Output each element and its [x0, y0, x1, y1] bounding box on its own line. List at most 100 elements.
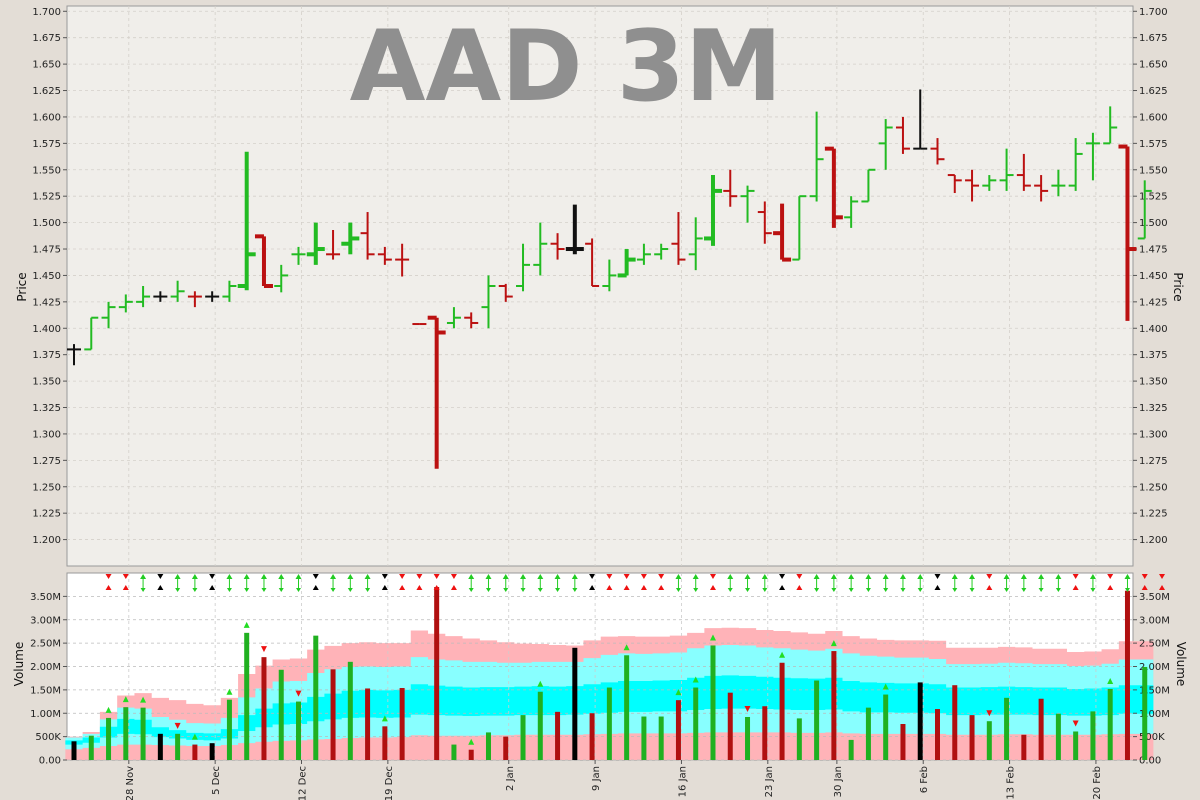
signal-up-tail — [555, 588, 561, 592]
signal-down-marker — [433, 574, 440, 579]
signal-up-marker — [1124, 574, 1131, 579]
ohlc-bar — [550, 233, 565, 260]
signal-up-marker — [882, 574, 889, 579]
signal-up-marker — [951, 574, 958, 579]
ohlc-bar — [237, 151, 256, 291]
signal-up-tail — [537, 588, 543, 592]
signal-up-tail — [296, 588, 302, 592]
signal-up-tail — [727, 588, 733, 592]
signal-up-tail — [1090, 588, 1096, 592]
ohlc-bar — [254, 234, 273, 288]
volume-bar — [330, 669, 336, 760]
price-tick-label-right: 1.525 — [1139, 192, 1168, 203]
signal-up-tail — [485, 588, 491, 592]
signal-up-tail — [278, 588, 284, 592]
signal-up-marker — [191, 574, 198, 579]
signal-down-marker — [623, 574, 630, 579]
ohlc-bar — [740, 185, 755, 223]
price-tick-label-left: 1.375 — [32, 350, 61, 361]
ohlc-bar — [341, 222, 360, 255]
signal-up-marker — [278, 574, 285, 579]
ohlc-bar — [395, 243, 410, 277]
volume-bar — [365, 688, 371, 760]
ohlc-bar — [446, 307, 461, 329]
signal-down-marker — [606, 574, 613, 579]
volume-axis-label-left: Volume — [12, 642, 26, 687]
signal-up-tail — [900, 588, 906, 592]
x-axis-date-label: 12 Dec — [298, 766, 309, 800]
volume-bar — [848, 739, 854, 760]
volume-tick-label-right: 1.50M — [1139, 685, 1170, 696]
signal-neutral-marker — [312, 574, 319, 579]
ohlc-bar — [1137, 180, 1152, 240]
volume-tick-label-right: 2.00M — [1139, 662, 1170, 673]
signal-down-marker — [1107, 574, 1114, 579]
ohlc-bar — [792, 195, 807, 261]
signal-down-marker — [1141, 574, 1148, 579]
signal-up-marker — [848, 574, 855, 579]
ohlc-bar — [930, 138, 945, 165]
price-tick-label-left: 1.225 — [32, 509, 61, 520]
signal-up-marker — [1038, 574, 1045, 579]
volume-bar — [986, 721, 992, 760]
signal-down-marker — [640, 574, 647, 579]
ohlc-bar — [516, 243, 531, 292]
ohlc-bar — [187, 291, 202, 308]
volume-bar — [762, 706, 768, 760]
signal-down-marker — [105, 574, 112, 579]
volume-signal-up-marker — [692, 676, 699, 683]
volume-signal-up-marker — [779, 651, 786, 658]
volume-bar — [106, 717, 112, 760]
signal-down-tail — [658, 585, 665, 590]
signal-up-marker — [554, 574, 561, 579]
ohlc-bar — [1103, 106, 1118, 145]
signal-neutral-marker — [779, 574, 786, 579]
signal-up-tail — [365, 588, 371, 592]
ohlc-bar — [153, 291, 168, 302]
ohlc-bar — [913, 89, 928, 150]
signal-down-marker — [416, 574, 423, 579]
price-tick-label-right: 1.700 — [1139, 7, 1168, 18]
price-tick-label-left: 1.350 — [32, 377, 61, 388]
price-tick-label-right: 1.400 — [1139, 324, 1168, 335]
volume-bar — [745, 716, 751, 760]
volume-bar — [883, 694, 889, 760]
price-tick-label-left: 1.625 — [32, 86, 61, 97]
ohlc-bar — [1118, 144, 1137, 321]
volume-bar — [624, 655, 630, 760]
volume-signal-down-marker — [1072, 720, 1079, 727]
volume-bar — [675, 700, 681, 760]
signal-down-marker — [796, 574, 803, 579]
volume-signal-up-marker — [105, 706, 112, 713]
signal-up-marker — [502, 574, 509, 579]
volume-bar — [71, 741, 77, 760]
signal-up-tail — [503, 588, 509, 592]
signal-down-tail — [796, 585, 803, 590]
ohlc-bar — [636, 243, 651, 265]
x-axis-date-label: 28 Nov — [125, 766, 136, 800]
ohlc-bar — [170, 280, 185, 302]
ohlc-bar — [585, 238, 600, 287]
signal-up-marker — [520, 574, 527, 579]
signal-down-marker — [399, 574, 406, 579]
price-tick-label-left: 1.475 — [32, 245, 61, 256]
signal-up-tail — [347, 588, 353, 592]
volume-bar — [589, 713, 595, 760]
signal-up-marker — [347, 574, 354, 579]
signal-down-tail — [1159, 585, 1166, 590]
price-tick-label-left: 1.525 — [32, 192, 61, 203]
ohlc-bar — [498, 283, 513, 302]
signal-up-tail — [693, 588, 699, 592]
ohlc-bar — [533, 222, 548, 276]
signal-up-marker — [571, 574, 578, 579]
price-axis-label-right: Price — [1171, 272, 1185, 301]
volume-bar — [779, 662, 785, 760]
x-axis-date-label: 16 Jan — [677, 766, 688, 797]
volume-bar — [382, 726, 388, 760]
ohlc-bar — [617, 249, 636, 278]
x-axis-date-label: 20 Feb — [1092, 766, 1103, 800]
volume-bar — [1004, 697, 1010, 760]
volume-bar — [226, 699, 232, 760]
signal-up-marker — [537, 574, 544, 579]
price-tick-label-left: 1.650 — [32, 60, 61, 71]
